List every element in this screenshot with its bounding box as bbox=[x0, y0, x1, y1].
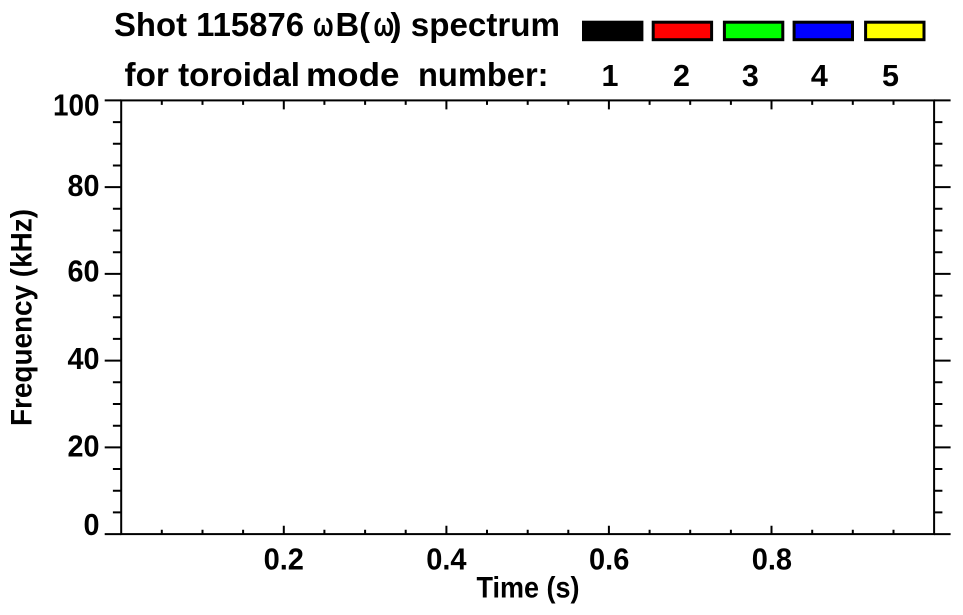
svg-text:) spectrum: ) spectrum bbox=[391, 7, 561, 44]
svg-text:2: 2 bbox=[673, 59, 690, 93]
svg-text:1: 1 bbox=[602, 59, 619, 93]
svg-text:100: 100 bbox=[53, 88, 100, 123]
svg-text:4: 4 bbox=[811, 59, 828, 93]
svg-text:Time (s): Time (s) bbox=[477, 572, 580, 605]
svg-text:for toroidal: for toroidal bbox=[125, 57, 301, 94]
svg-text:number:: number: bbox=[418, 57, 549, 94]
svg-text:Frequency (kHz): Frequency (kHz) bbox=[6, 209, 39, 426]
svg-text:ω: ω bbox=[313, 7, 334, 44]
svg-text:60: 60 bbox=[68, 253, 100, 288]
svg-text:mode: mode bbox=[306, 57, 400, 94]
svg-text:40: 40 bbox=[68, 341, 100, 376]
svg-text:Shot 115876: Shot 115876 bbox=[114, 7, 304, 44]
svg-text:0.4: 0.4 bbox=[426, 542, 467, 577]
svg-text:0: 0 bbox=[84, 507, 100, 542]
svg-text:0.2: 0.2 bbox=[264, 542, 304, 577]
svg-text:20: 20 bbox=[68, 428, 100, 463]
svg-text:0.6: 0.6 bbox=[589, 542, 629, 577]
svg-text:3: 3 bbox=[742, 59, 759, 93]
svg-text:0.8: 0.8 bbox=[752, 542, 792, 577]
svg-text:B(: B( bbox=[336, 7, 371, 44]
svg-text:80: 80 bbox=[68, 168, 100, 203]
svg-text:5: 5 bbox=[882, 59, 899, 93]
svg-text:ω: ω bbox=[374, 7, 395, 44]
